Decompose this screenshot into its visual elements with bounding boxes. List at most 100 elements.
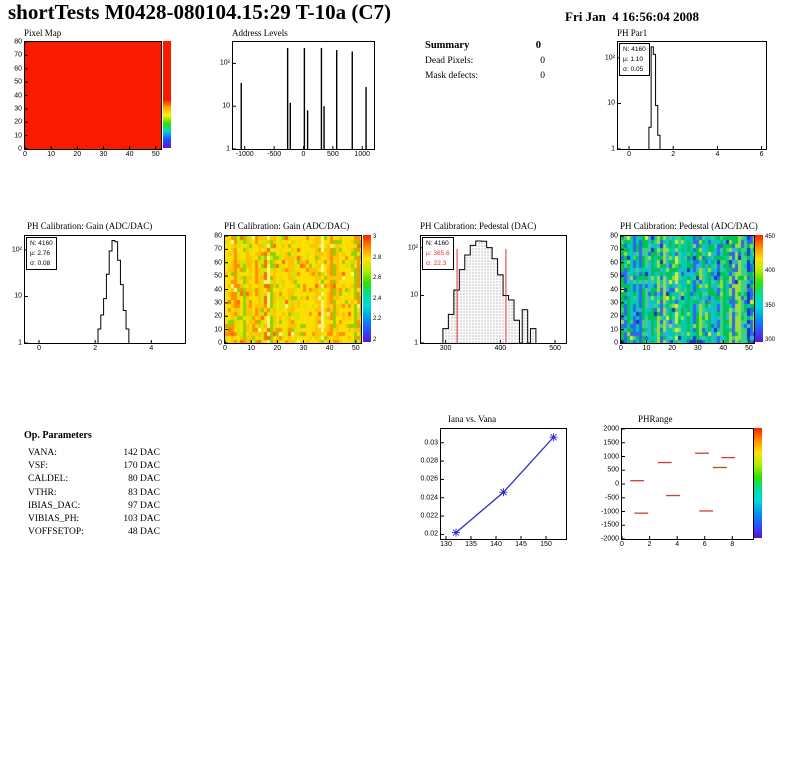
axis-label: 20 bbox=[14, 118, 22, 126]
axis-label: 10 bbox=[14, 292, 22, 300]
axis-label: 0 bbox=[614, 339, 618, 347]
axis-label: 0 bbox=[223, 345, 227, 352]
axis-label: -1000 bbox=[235, 151, 254, 158]
pixel-map-title: Pixel Map bbox=[24, 28, 62, 38]
axis-label: -1000 bbox=[601, 508, 619, 515]
axis-label: 20 bbox=[668, 345, 677, 352]
axis-label: 10 bbox=[214, 326, 222, 334]
axis-label: 20 bbox=[610, 312, 618, 320]
op-parameter-label: VIBIAS_PH: bbox=[28, 513, 80, 524]
axis-label: 30 bbox=[299, 345, 308, 352]
op-parameter-label: CALDEL: bbox=[28, 474, 69, 485]
axis-label: 30 bbox=[214, 299, 222, 307]
axis-label: 50 bbox=[351, 345, 360, 352]
iana-vs-vana-title: Iana vs. Vana bbox=[448, 414, 497, 424]
iana-vs-vana-plot bbox=[440, 428, 567, 540]
axis-label: 70 bbox=[214, 245, 222, 253]
axis-label: 60 bbox=[610, 259, 618, 267]
pixel-map-colorbar bbox=[163, 41, 171, 148]
pedestal_map-plot-layer bbox=[620, 235, 750, 344]
axis-label: 0 bbox=[620, 541, 624, 548]
gain_map-plot-layer bbox=[224, 235, 357, 344]
axis-label: 500 bbox=[327, 151, 339, 158]
axis-label: 20 bbox=[214, 312, 222, 320]
gain-histogram-title: PH Calibration: Gain (ADC/DAC) bbox=[27, 221, 153, 231]
pedestal_hist-plot-layer bbox=[421, 240, 556, 344]
op-parameter-value: 97 DAC bbox=[128, 500, 160, 511]
op-parameter-value: 83 DAC bbox=[128, 487, 160, 498]
stats-line: σ: 22.3 bbox=[426, 259, 447, 267]
axis-label: 450 bbox=[765, 234, 776, 240]
axis-label: 150 bbox=[540, 541, 552, 548]
op-parameter-label: VTHR: bbox=[28, 487, 57, 498]
axis-label: 40 bbox=[14, 92, 22, 99]
op-parameter-value: 48 DAC bbox=[128, 527, 160, 538]
axis-label: 20 bbox=[273, 345, 282, 352]
axis-label: 10 bbox=[222, 102, 230, 110]
axis-label: -2000 bbox=[601, 535, 619, 543]
axis-label: 135 bbox=[465, 541, 477, 548]
axis-label: 1 bbox=[414, 339, 418, 347]
axis-label: 60 bbox=[14, 65, 22, 73]
axis-label: 350 bbox=[765, 302, 776, 309]
gain-map-title: PH Calibration: Gain (ADC/DAC) bbox=[224, 221, 350, 231]
stats-line: N: 4160 bbox=[426, 240, 449, 247]
axis-label: 4 bbox=[715, 151, 720, 158]
axis-label: 4 bbox=[675, 541, 680, 548]
axis-label: 50 bbox=[14, 78, 22, 86]
op-parameter-value: 170 DAC bbox=[123, 461, 160, 472]
summary-row-dead-pixels: Dead Pixels: 0 bbox=[425, 56, 545, 66]
axis-label: 10² bbox=[219, 59, 230, 67]
axis-label: 500 bbox=[549, 345, 561, 352]
axis-label: 10² bbox=[407, 244, 418, 252]
op-parameter-row: VTHR: 83 DAC bbox=[28, 488, 160, 501]
axis-label: 10 bbox=[610, 326, 618, 334]
axis-label: 0 bbox=[23, 151, 27, 158]
panel-gain-histogram: PH Calibration: Gain (ADC/DAC) 0 2 4 1 10 10²… bbox=[8, 221, 203, 361]
axis-label: 50 bbox=[151, 151, 160, 158]
axis-label: 1000 bbox=[354, 151, 371, 158]
address_levels-plot-layer bbox=[233, 47, 367, 150]
pedestal-map-plot bbox=[620, 235, 755, 344]
panel-pixel-map: Pixel Map 0 10 20 30 40 50 0 10 20 30 40 50 60 70 80 bbox=[8, 28, 208, 168]
stats-line: µ: 365.6 bbox=[426, 249, 450, 257]
axis-label: 80 bbox=[610, 232, 618, 240]
ph-range-plot bbox=[621, 428, 754, 540]
panel-gain-map: PH Calibration: Gain (ADC/DAC) 0 10 20 30 40… bbox=[207, 221, 383, 361]
axis-label: 10² bbox=[604, 54, 615, 62]
op-parameter-row: VSF: 170 DAC bbox=[28, 461, 160, 474]
panel-pedestal-map: PH Calibration: Pedestal (ADC/DAC) 0 10 20… bbox=[604, 221, 796, 361]
axis-label: 145 bbox=[515, 541, 527, 548]
axis-label: 2 bbox=[373, 337, 377, 343]
panel-address-levels: Address Levels -1000 -500 0 500 1000 1 10 10² bbox=[215, 28, 385, 168]
stats-box: N: 4160 µ: 2.76 σ: 0.08 bbox=[26, 237, 57, 271]
axis-label: 0.03 bbox=[424, 439, 438, 447]
stats-line: µ: 2.76 bbox=[30, 249, 51, 257]
panel-ph-range: PHRange 0 2 4 6 8 2000 1500 1000 500 0 -500 -1000 -1… bbox=[600, 410, 796, 555]
summary-row-value: 0 bbox=[540, 56, 545, 66]
report-title: shortTests M0428-080104.15:29 T-10a (C7) bbox=[8, 0, 392, 24]
address-levels-title: Address Levels bbox=[232, 28, 288, 38]
axis-label: 3 bbox=[373, 234, 377, 240]
axis-label: 2000 bbox=[603, 425, 619, 433]
axis-label: 0 bbox=[619, 345, 623, 352]
summary-header: Summary 0 bbox=[425, 40, 541, 51]
panel-op-parameters: Op. Parameters VANA: 142 DAC VSF: 170 DA… bbox=[8, 424, 178, 549]
address-levels-plot bbox=[232, 41, 375, 150]
axis-label: 40 bbox=[214, 286, 222, 293]
axis-label: 2.4 bbox=[373, 295, 382, 302]
axis-label: 6 bbox=[759, 151, 764, 158]
axis-label: 1500 bbox=[603, 439, 619, 447]
stats-line: σ: 0.05 bbox=[623, 65, 644, 73]
iana_vana-plot-layer bbox=[441, 433, 558, 539]
op-parameters-list: VANA: 142 DAC VSF: 170 DAC CALDEL: 80 DA… bbox=[28, 448, 160, 540]
report-timestamp: Fri Jan 4 16:56:04 2008 bbox=[565, 9, 699, 24]
pedestal-map-colorbar bbox=[755, 235, 763, 342]
stats-box: N: 4160 µ: 1.10 σ: 0.05 bbox=[619, 43, 650, 77]
op-parameter-row: VIBIAS_PH: 103 DAC bbox=[28, 514, 160, 527]
axis-label: 1 bbox=[611, 145, 615, 153]
axis-label: 0 bbox=[627, 151, 631, 158]
axis-label: 8 bbox=[730, 541, 735, 548]
axis-label: 2 bbox=[671, 151, 676, 158]
